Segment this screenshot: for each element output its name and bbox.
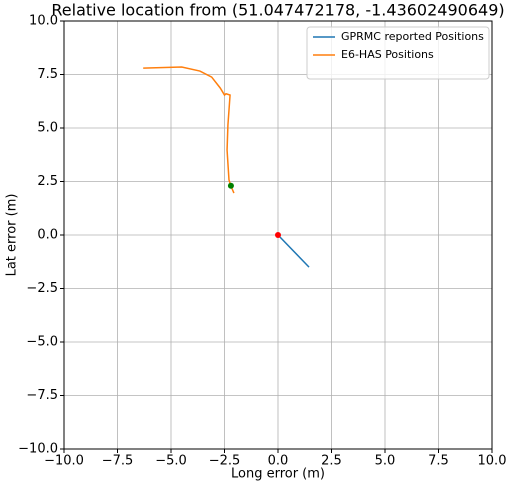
legend-box xyxy=(306,26,490,80)
y-tick-label: 2.5 xyxy=(37,174,58,189)
y-tick-label: −5.0 xyxy=(26,335,58,350)
x-tick-label: 0.0 xyxy=(268,454,289,469)
x-axis-label: Long error (m) xyxy=(231,467,325,482)
x-tick-label: 2.5 xyxy=(321,454,342,469)
y-tick-label: 0.0 xyxy=(37,228,58,243)
x-tick-label: −10.0 xyxy=(44,454,84,469)
x-tick-label: 5.0 xyxy=(375,454,396,469)
x-tick-label: −2.5 xyxy=(209,454,241,469)
y-tick-label: −2.5 xyxy=(26,281,58,296)
x-tick-label: 10.0 xyxy=(478,454,507,469)
y-tick-label: 7.5 xyxy=(37,67,58,82)
x-tick-label: −7.5 xyxy=(102,454,134,469)
legend-label: E6-HAS Positions xyxy=(341,48,434,61)
y-tick-label: 10.0 xyxy=(29,14,58,29)
y-tick-label: −10.0 xyxy=(18,442,58,457)
y-tick-label: 5.0 xyxy=(37,121,58,136)
legend: GPRMC reported Positions E6-HAS Positions xyxy=(306,26,490,80)
y-axis-label: Lat error (m) xyxy=(5,194,20,277)
legend-label: GPRMC reported Positions xyxy=(341,30,484,43)
series-line xyxy=(143,66,235,194)
series-line xyxy=(277,234,310,268)
point-marker xyxy=(227,182,234,189)
x-tick-label: 7.5 xyxy=(428,454,449,469)
x-tick-label: −5.0 xyxy=(155,454,187,469)
point-marker xyxy=(275,232,281,238)
chart-title: Relative location from (51.047472178, -1… xyxy=(51,1,504,20)
y-tick-label: −7.5 xyxy=(26,388,58,403)
plot-frame xyxy=(63,20,493,450)
